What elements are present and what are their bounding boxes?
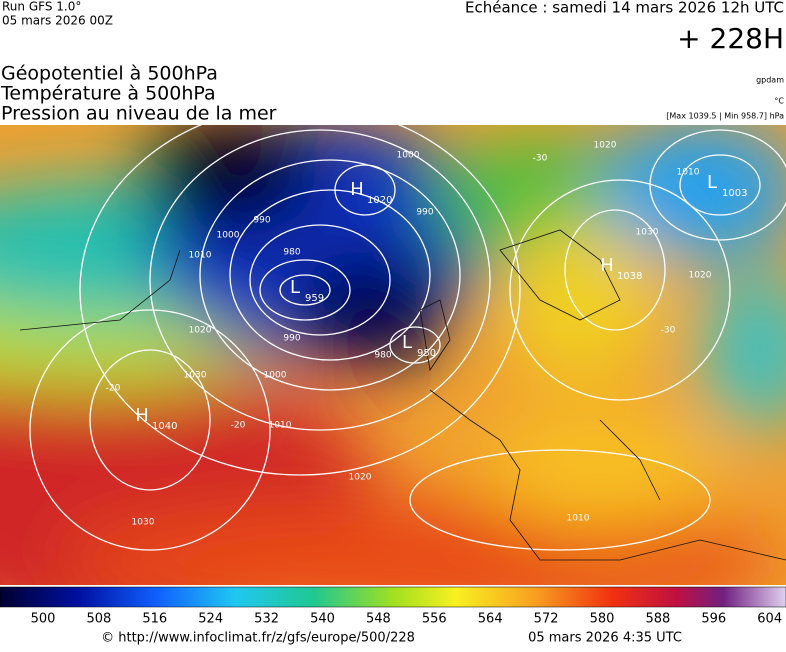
colorbar-tick: 588 (645, 612, 670, 627)
run-date: 05 mars 2026 00Z (2, 14, 113, 28)
colorbar-tick: 596 (701, 612, 726, 627)
colorbar-tick: 572 (534, 612, 559, 627)
run-label: Run GFS 1.0° (2, 0, 81, 14)
pressure-center-type: L (707, 172, 717, 193)
pressure-center-value: 1038 (617, 271, 642, 282)
generated-time: 05 mars 2026 4:35 UTC (528, 631, 682, 646)
colorbar-tick: 500 (31, 612, 56, 627)
valid-time: Echéance : samedi 14 mars 2026 12h UTC (465, 0, 784, 17)
pressure-center-type: L (402, 332, 412, 353)
lead-time: + 228H (677, 22, 784, 55)
colorbar-tick: 516 (142, 612, 167, 627)
source-url: © http://www.infoclimat.fr/z/gfs/europe/… (101, 631, 415, 646)
colorbar (0, 586, 786, 608)
pressure-center-value: 959 (305, 293, 324, 304)
field-title: Géopotentiel à 500hPa (1, 63, 218, 85)
contour-label: -30 (661, 326, 676, 336)
colorbar-tick: 604 (757, 612, 782, 627)
contour-label: 1030 (132, 518, 155, 528)
contour-label: 1010 (269, 421, 292, 431)
contour-label: 1020 (349, 473, 372, 483)
colorbar-tick: 564 (478, 612, 503, 627)
contour-label: 1000 (397, 151, 420, 161)
coastlines (19, 229, 786, 561)
colorbar-tick: 556 (422, 612, 447, 627)
field-title: Pression au niveau de la mer (1, 103, 277, 125)
unit-label: [Max 1039.5 | Min 958.7] hPa (666, 112, 784, 121)
colorbar-tick: 524 (198, 612, 223, 627)
contour-label: 1000 (217, 231, 240, 241)
contour-label: 1010 (189, 251, 212, 261)
contour-label: -30 (533, 154, 548, 164)
contour-label: 1010 (677, 168, 700, 178)
pressure-center-value: 1003 (722, 188, 747, 199)
contour-label: 990 (253, 216, 270, 226)
pressure-center-value: 1020 (367, 195, 392, 206)
colorbar-tick: 548 (366, 612, 391, 627)
pressure-center-type: H (135, 405, 149, 426)
colorbar-tick: 508 (86, 612, 111, 627)
contour-label: 1010 (567, 514, 590, 524)
unit-label: gpdam (756, 76, 784, 85)
isobars (29, 125, 786, 551)
contour-label: 980 (283, 248, 300, 258)
contour-label: 1020 (689, 271, 712, 281)
contour-label: -20 (231, 421, 246, 431)
colorbar-tick: 532 (254, 612, 279, 627)
contour-label: 1030 (636, 228, 659, 238)
contour-label: 1020 (594, 141, 617, 151)
colorbar-tick: 540 (310, 612, 335, 627)
colorbar-tick: 580 (590, 612, 615, 627)
contour-label: 990 (416, 208, 433, 218)
contour-label: 1000 (264, 371, 287, 381)
contour-label: -20 (106, 384, 121, 394)
unit-label: °C (774, 97, 784, 106)
contour-label: 1020 (189, 326, 212, 336)
pressure-center-type: L (290, 277, 300, 298)
contour-label: 980 (374, 351, 391, 361)
contour-label: 990 (283, 334, 300, 344)
map-field (0, 125, 786, 585)
pressure-center-type: H (350, 179, 364, 200)
contour-label: 1030 (184, 371, 207, 381)
pressure-center-value: 1040 (152, 421, 177, 432)
pressure-center-type: H (600, 255, 614, 276)
pressure-center-value: 950 (417, 348, 436, 359)
field-title: Température à 500hPa (0, 83, 216, 105)
